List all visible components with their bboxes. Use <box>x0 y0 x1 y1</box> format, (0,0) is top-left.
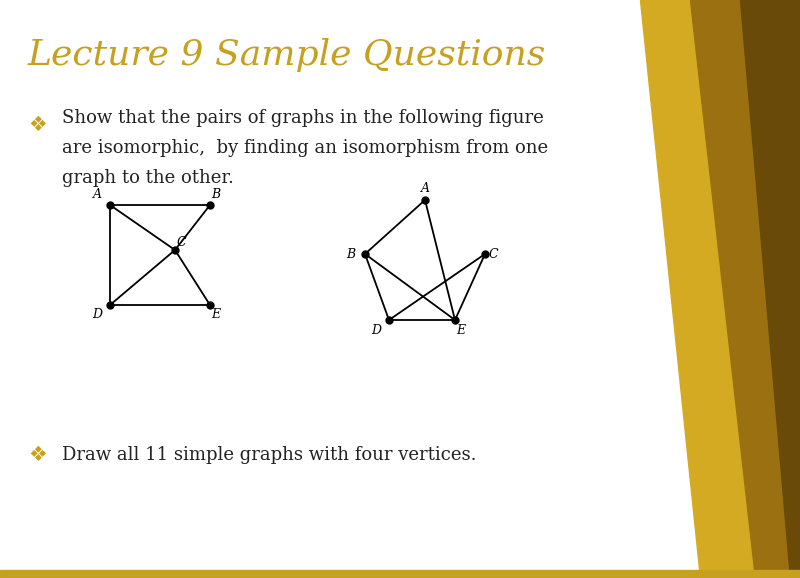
Text: C: C <box>488 247 498 261</box>
Text: C: C <box>176 235 186 249</box>
Text: ❖: ❖ <box>28 445 46 465</box>
Text: ❖: ❖ <box>28 115 46 135</box>
Polygon shape <box>690 0 800 578</box>
Text: A: A <box>93 188 102 202</box>
Text: B: B <box>346 247 355 261</box>
Polygon shape <box>740 0 800 578</box>
Text: graph to the other.: graph to the other. <box>62 169 234 187</box>
Text: are isomorphic,  by finding an isomorphism from one: are isomorphic, by finding an isomorphis… <box>62 139 548 157</box>
Text: E: E <box>211 309 221 321</box>
Text: Lecture 9 Sample Questions: Lecture 9 Sample Questions <box>28 38 546 72</box>
Bar <box>0 570 800 578</box>
Text: E: E <box>457 324 466 336</box>
Text: D: D <box>92 309 102 321</box>
Text: D: D <box>371 324 381 336</box>
Text: B: B <box>211 188 221 202</box>
Text: Draw all 11 simple graphs with four vertices.: Draw all 11 simple graphs with four vert… <box>62 446 477 464</box>
Text: Show that the pairs of graphs in the following figure: Show that the pairs of graphs in the fol… <box>62 109 544 127</box>
Polygon shape <box>640 0 800 578</box>
Text: A: A <box>421 181 430 195</box>
